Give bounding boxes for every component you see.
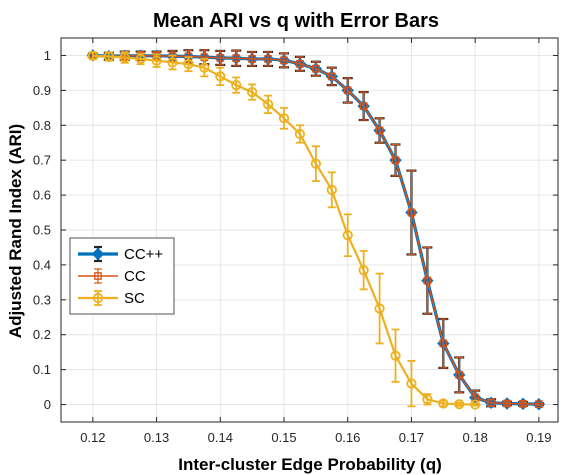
- data-point: [103, 51, 114, 62]
- data-point: [503, 399, 511, 408]
- x-tick-label: 0.18: [463, 430, 488, 445]
- y-tick-label: 0.6: [33, 188, 51, 203]
- x-tick-label: 0.14: [208, 430, 233, 445]
- x-tick-label: 0.16: [335, 430, 360, 445]
- y-tick-label: 0.2: [33, 327, 51, 342]
- data-point: [439, 339, 448, 348]
- data-point: [422, 394, 433, 405]
- data-point: [232, 54, 241, 63]
- data-point: [278, 113, 290, 124]
- data-point: [280, 56, 288, 65]
- legend-label: SC: [124, 290, 145, 307]
- data-point: [423, 276, 432, 285]
- data-point: [262, 99, 274, 110]
- data-point: [343, 86, 352, 95]
- data-point: [310, 158, 321, 169]
- grid: [61, 38, 558, 422]
- data-point: [438, 398, 449, 409]
- data-point: [135, 53, 146, 65]
- axes: 0.12 0.13 0.14 0.15 0.16 0.17 0.18 0.19 0 0.1 0.2 0…: [33, 38, 558, 445]
- x-tick-label: 0.15: [271, 430, 296, 445]
- data-point: [375, 126, 384, 135]
- data-point: [167, 57, 178, 68]
- data-point: [535, 400, 543, 409]
- legend-label: CC++: [124, 246, 163, 263]
- data-point: [487, 398, 495, 407]
- y-tick-label: 0: [44, 397, 51, 412]
- data-point: [406, 378, 417, 389]
- data-point: [151, 55, 162, 66]
- data-point: [87, 50, 98, 61]
- y-axis-label: Adjusted Rand Index (ARI): [6, 124, 25, 338]
- y-tick-label: 0.4: [33, 257, 51, 272]
- y-tick-label: 0.1: [33, 362, 51, 377]
- x-axis-label: Inter-cluster Edge Probability (q): [178, 455, 442, 474]
- series-line: [92, 54, 539, 405]
- data-point: [296, 59, 304, 68]
- data-point: [183, 59, 194, 70]
- data-point: [326, 184, 337, 195]
- data-point: [231, 80, 242, 91]
- data-point: [119, 52, 130, 63]
- data-point: [359, 102, 368, 110]
- data-point: [454, 399, 465, 410]
- data-point: [391, 156, 400, 165]
- series-group: [86, 49, 546, 411]
- data-point: [312, 64, 320, 73]
- series-line: [92, 54, 476, 406]
- x-tick-label: 0.13: [144, 430, 169, 445]
- data-point: [358, 265, 369, 276]
- y-tick-label: 0.7: [33, 153, 51, 168]
- data-point: [327, 72, 336, 81]
- legend-label: CC: [124, 268, 146, 285]
- series-sc: [87, 50, 481, 410]
- data-point: [407, 208, 416, 217]
- y-tick-label: 0.9: [33, 83, 51, 98]
- data-point: [470, 399, 481, 410]
- legend-marker: [91, 247, 105, 261]
- x-tick-label: 0.12: [80, 430, 105, 445]
- data-point: [247, 87, 258, 98]
- data-point: [294, 128, 306, 140]
- legend-marker: [94, 272, 102, 280]
- y-tick-label: 0.3: [33, 292, 51, 307]
- y-tick-label: 1: [44, 48, 51, 63]
- plot-border: [60, 37, 559, 423]
- data-point: [215, 71, 226, 82]
- data-point: [455, 371, 464, 379]
- data-point: [374, 303, 385, 314]
- legend: CC++ CC SC: [69, 237, 175, 315]
- data-point: [519, 399, 527, 408]
- data-point: [199, 62, 210, 73]
- legend-marker: [92, 292, 104, 304]
- data-point: [248, 55, 257, 63]
- x-tick-label: 0.19: [526, 430, 551, 445]
- data-point: [342, 230, 353, 241]
- x-tick-label: 0.17: [399, 430, 424, 445]
- data-point: [390, 350, 401, 361]
- data-point: [216, 54, 225, 62]
- data-point: [264, 55, 272, 63]
- y-tick-label: 0.5: [33, 223, 51, 238]
- y-tick-label: 0.8: [33, 118, 51, 133]
- chart-title: Mean ARI vs q with Error Bars: [153, 10, 439, 32]
